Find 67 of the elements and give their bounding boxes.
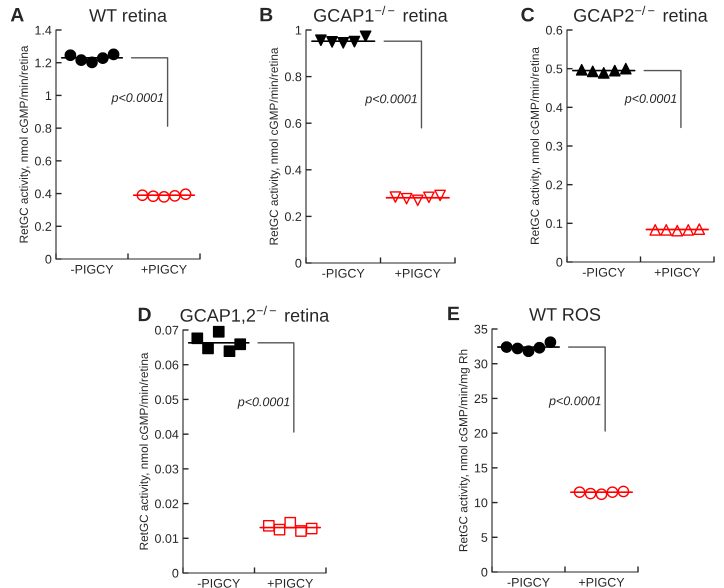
x-tick-label: -PIGCY (322, 268, 365, 278)
text: B (260, 8, 272, 22)
y-tick-label: 0.6 (34, 156, 52, 166)
y-tick-label: 0.2 (546, 180, 562, 190)
y-tick-label: 0.4 (546, 103, 562, 112)
annotation: p<0.0001 (364, 94, 417, 106)
text: E (448, 306, 460, 320)
y-tick-label: 0.02 (154, 499, 178, 508)
y-tick-label: 0.2 (284, 212, 302, 222)
y-tick-label: 30 (474, 360, 488, 368)
text: D (138, 308, 151, 322)
y-axis-title: RetGC activity, nmol cGMP/min/mg Rh (458, 350, 470, 552)
y-tick-label: 0.2 (34, 222, 52, 231)
x-tick-label: -PIGCY (582, 268, 626, 277)
y-tick-label: 0.8 (284, 72, 302, 82)
y-tick-label: 1 (46, 91, 52, 100)
x-tick-label: +PIGCY (395, 268, 441, 278)
x-tick-label: -PIGCY (71, 264, 114, 274)
y-tick-label: 5 (481, 533, 488, 542)
y-axis-title: RetGC activity, nmol cGMP/min/retina (269, 48, 280, 244)
y-tick-label: 0.6 (546, 26, 562, 35)
y-tick-label: 1.2 (35, 58, 52, 68)
y-tick-label: 25 (474, 394, 488, 404)
y-tick-label: 0.03 (154, 464, 178, 474)
x-tick-label: +PIGCY (579, 578, 624, 587)
y-tick-label: 0.04 (154, 430, 178, 439)
y-axis-title: RetGC activity, nmol cGMP/min/retina (19, 46, 30, 242)
annotation: p<0.0001 (624, 94, 676, 106)
x-tick-label: +PIGCY (142, 264, 187, 274)
x-tick-label: +PIGCY (654, 268, 700, 277)
y-tick-label: 0.4 (284, 166, 302, 174)
y-tick-label: 0.06 (154, 360, 178, 370)
y-tick-label: 10 (474, 498, 488, 508)
y-tick-label: 1 (296, 26, 302, 35)
y-tick-label: 0.01 (154, 534, 178, 543)
y-axis-title: RetGC activity, nmol cGMP/min/retina (530, 47, 542, 244)
y-tick-label: 35 (474, 324, 488, 334)
text: C (521, 8, 534, 22)
chart-title: GCAP2$^{−/−}$ retina (574, 6, 708, 22)
x-tick-label: -PIGCY (508, 578, 550, 587)
y-tick-label: 15 (474, 464, 488, 473)
y-tick-label: 0.4 (34, 189, 52, 198)
chart-title: WT ROS (529, 308, 600, 321)
text: A (10, 8, 24, 22)
x-tick-label: -PIGCY (198, 578, 240, 588)
chart-title: GCAP1$^{−/−}$ retina (314, 6, 448, 22)
y-tick-label: 0.1 (546, 219, 562, 228)
y-tick-label: 0.3 (546, 142, 562, 151)
y-tick-label: 0 (556, 258, 562, 267)
chart-title: WT retina (89, 8, 167, 22)
y-tick-label: 0 (295, 258, 302, 268)
y-tick-label: 0 (172, 568, 178, 578)
y-tick-label: 0.07 (154, 326, 178, 335)
annotation: p<0.0001 (548, 396, 600, 408)
y-axis-title: RetGC activity, nmol cGMP/min/retina (139, 352, 150, 550)
chart-title: GCAP1,2$^{−/−}$ retina (180, 306, 330, 324)
y-tick-label: 0.5 (546, 64, 562, 74)
y-tick-label: 0 (481, 568, 488, 577)
y-tick-label: 20 (474, 428, 488, 438)
y-tick-label: 0.6 (284, 119, 302, 128)
annotation: p<0.0001 (237, 397, 290, 409)
y-tick-label: 0 (45, 254, 52, 264)
y-tick-label: 0.8 (34, 124, 52, 133)
y-tick-label: 1.4 (35, 26, 52, 35)
x-tick-label: +PIGCY (268, 578, 314, 588)
annotation: p<0.0001 (111, 93, 163, 105)
y-tick-label: 0.05 (154, 395, 178, 404)
